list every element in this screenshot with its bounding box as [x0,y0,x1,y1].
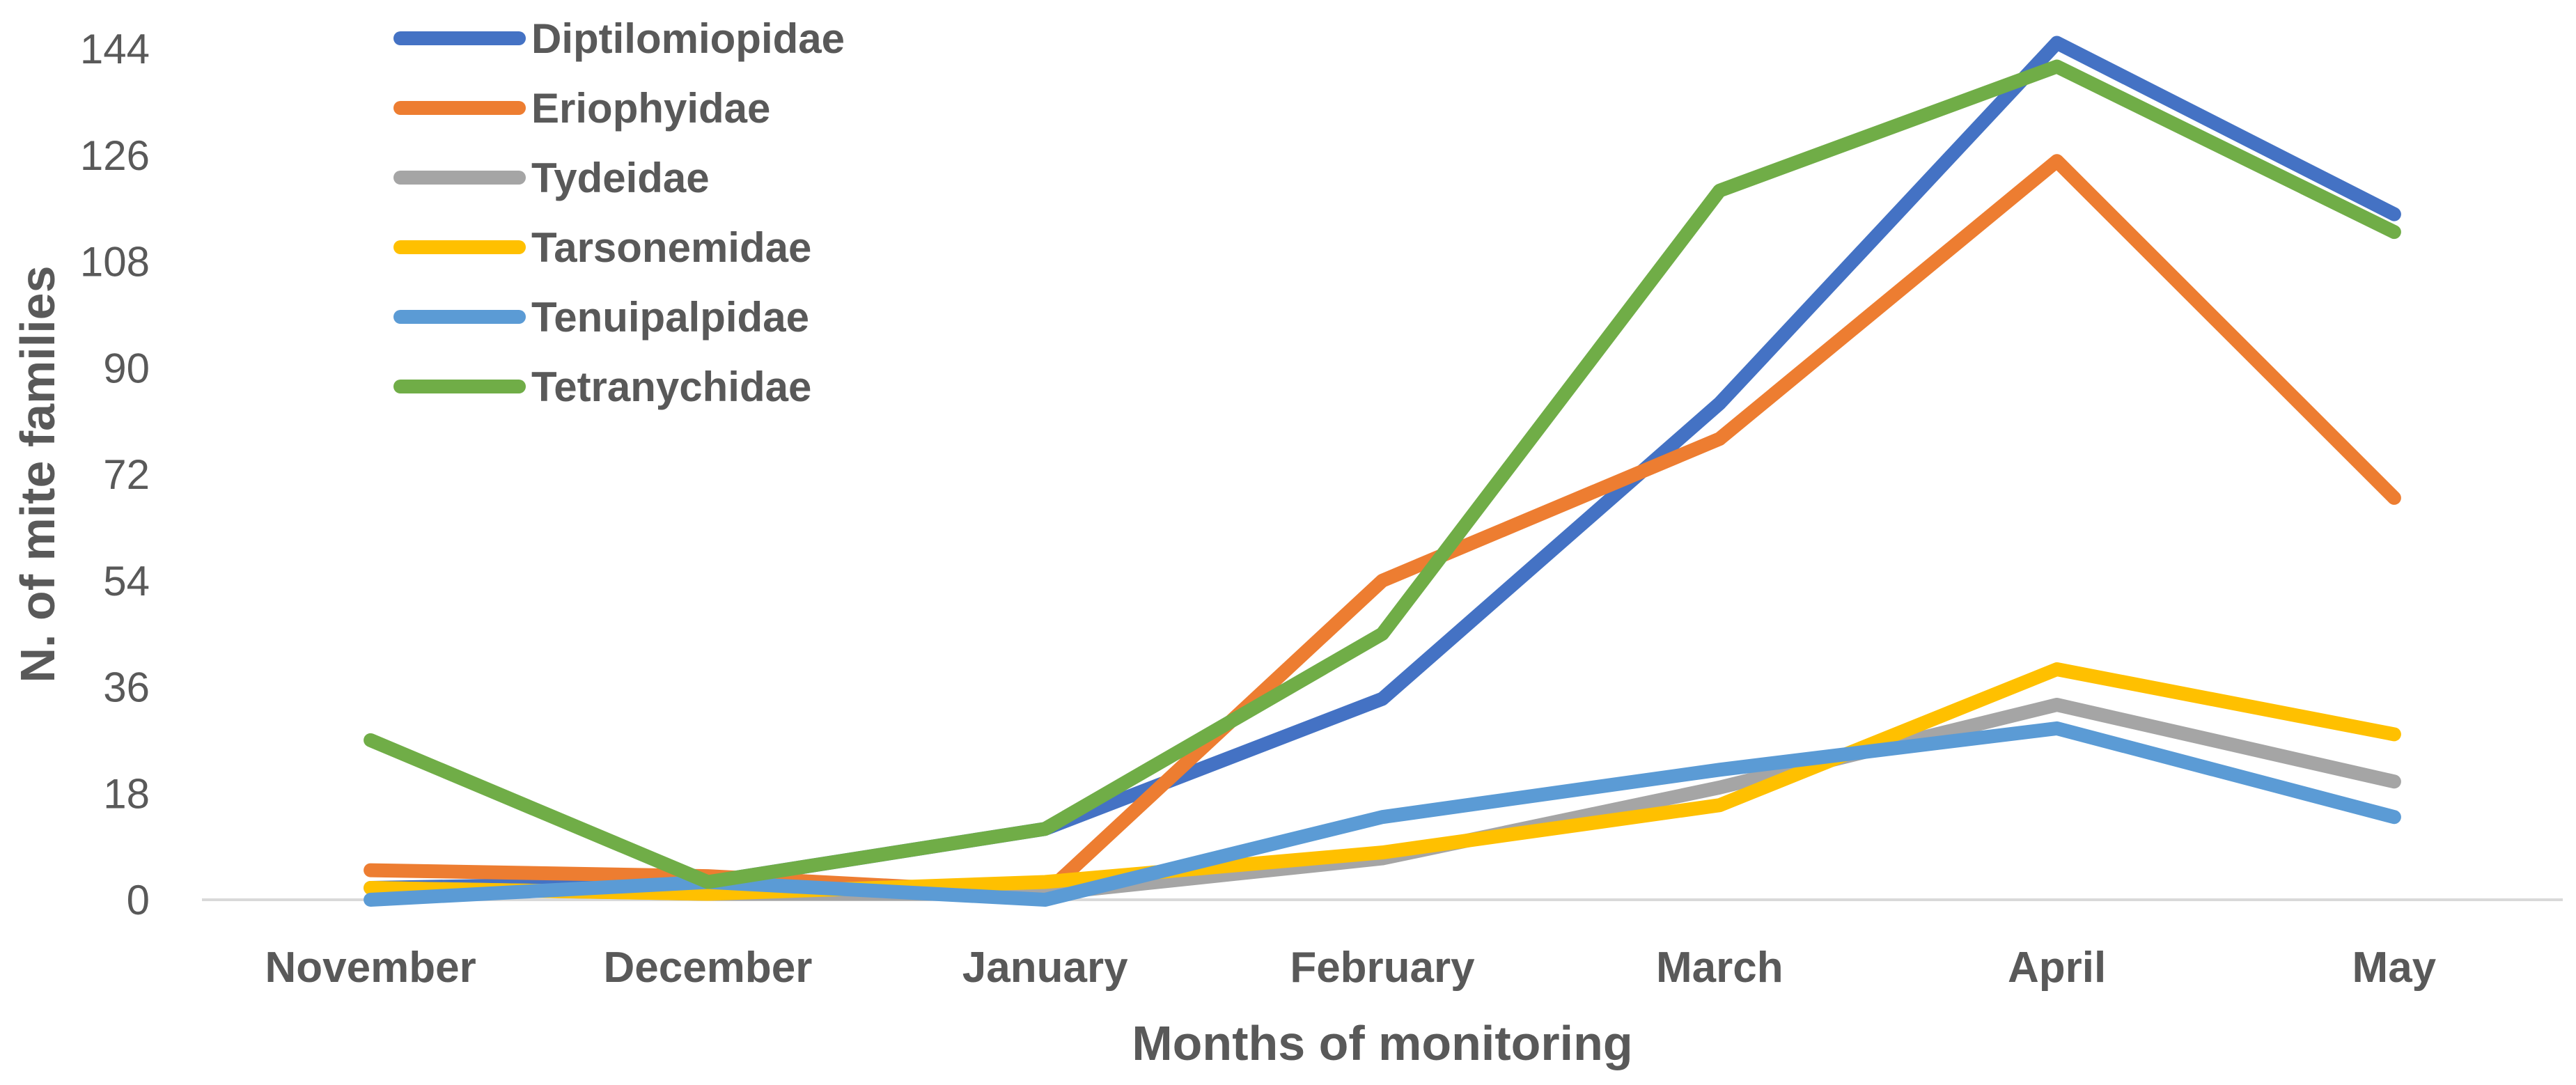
x-tick-label: May [2352,944,2437,992]
y-tick-label: 54 [103,558,150,604]
legend-label: Eriophyidae [531,85,770,132]
legend-label: Tarsonemidae [531,224,811,271]
y-tick-label: 90 [103,345,150,391]
x-tick-label: December [604,944,813,992]
legend-label: Tydeidae [531,155,710,201]
legend: Diptilomiopidae Eriophyidae Tydeidae Tarson… [393,15,845,410]
y-tick-label: 72 [103,451,150,498]
x-axis-title: Months of monitoring [1132,1016,1632,1070]
series-line-eriophyidae [364,154,2401,901]
legend-label: Tenuipalpidae [531,294,809,341]
y-tick-label: 144 [80,26,150,72]
y-tick-label: 18 [103,770,150,817]
legend-label: Tetranychidae [531,364,811,410]
y-tick-label: 108 [80,239,150,286]
series-line-tetranychidae [364,59,2401,889]
x-tick-label: January [962,944,1128,992]
x-tick-label: February [1290,944,1475,992]
x-tick-label: April [2008,944,2106,992]
y-axis-ticks: 0 18 36 54 72 90 108 126 144 [80,26,150,923]
series-lines [364,36,2401,907]
x-tick-label: March [1656,944,1783,992]
series-line-tarsonemidae [364,662,2401,901]
x-tick-label: November [265,944,476,992]
y-tick-label: 0 [127,877,150,923]
y-axis-title: N. of mite families [10,265,65,682]
y-tick-label: 36 [103,664,150,711]
x-axis-ticks: November December January February March Apri… [265,944,2437,992]
y-tick-label: 126 [80,132,150,179]
legend-label: Diptilomiopidae [531,15,845,62]
